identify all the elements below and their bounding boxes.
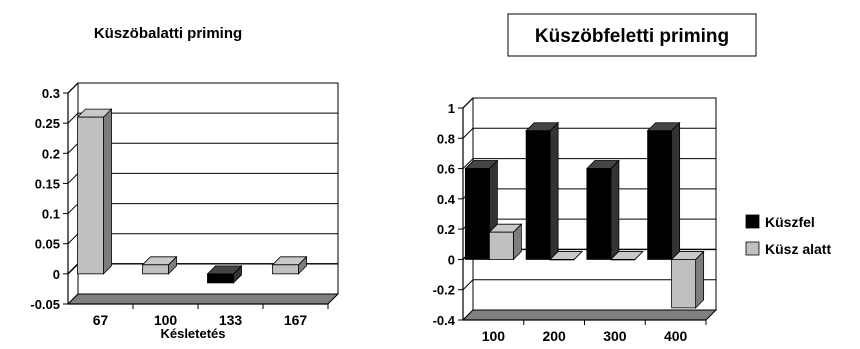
plot-floor xyxy=(461,309,718,321)
chart-left-title: Küszöbalatti priming xyxy=(94,25,242,42)
gridline xyxy=(67,112,338,124)
chart-left-plot: -0.05 0 0.05 0.1 0.15 0.2 0.25 0.3 67 100 133 167 xyxy=(30,82,340,328)
gridline xyxy=(462,279,716,291)
gridline xyxy=(462,158,716,169)
y-tick-label: 0.25 xyxy=(35,116,60,131)
y-tick-label: 0.1 xyxy=(42,207,60,222)
bar xyxy=(76,108,113,275)
x-tick-label: 200 xyxy=(542,328,566,344)
plot-floor xyxy=(66,293,340,305)
chart-right-title-box xyxy=(507,13,757,57)
bar xyxy=(646,121,681,261)
y-tick-label: 0.15 xyxy=(35,176,60,191)
y-tick-label: 0.05 xyxy=(35,237,60,252)
bar xyxy=(206,264,243,284)
y-axis xyxy=(462,97,474,320)
legend-label: Küsz alatt xyxy=(765,241,831,257)
y-tick-label: 0 xyxy=(448,252,455,267)
chart-right-title: Küszöbfeletti priming xyxy=(535,26,729,47)
y-tick-label: -0.4 xyxy=(433,313,456,328)
y-tick-label: -0.05 xyxy=(30,297,60,312)
bar xyxy=(585,159,620,261)
x-tick-label: 133 xyxy=(219,312,243,328)
bar xyxy=(141,255,178,275)
y-tick-label: 0.8 xyxy=(437,131,455,146)
y-tick-label: 0 xyxy=(53,267,60,282)
gridline xyxy=(462,127,716,139)
y-tick-label: 0.6 xyxy=(437,162,455,177)
bar xyxy=(271,255,308,275)
y-tick-label: 0.2 xyxy=(42,146,60,161)
bar xyxy=(549,251,584,261)
bar xyxy=(609,251,644,261)
bar xyxy=(525,121,560,261)
y-tick-label: 0.2 xyxy=(437,222,455,237)
legend-swatch xyxy=(745,241,760,256)
bar xyxy=(464,159,499,261)
x-tick-label: 67 xyxy=(93,312,109,328)
y-tick-label: 1 xyxy=(448,101,455,116)
legend-label: Küszfel xyxy=(765,214,815,230)
chart-right-legend: Küszfel Küsz alatt xyxy=(745,214,831,257)
y-tick-label: 0.3 xyxy=(42,86,60,101)
x-tick-label: 100 xyxy=(154,312,178,328)
x-tick-label: 300 xyxy=(603,328,627,344)
legend-swatch xyxy=(745,214,760,229)
y-tick-label: -0.2 xyxy=(433,283,455,298)
y-axis xyxy=(67,82,79,304)
chart-left-xlabel: Késletetés xyxy=(160,326,225,341)
x-tick-label: 400 xyxy=(664,328,688,344)
chart-right-plot: -0.4 -0.2 0 0.2 0.4 0.6 0.8 1 100 200 300 400 xyxy=(433,97,718,344)
chart-right: Küszöbfeletti priming -0.4 -0.2 0 0.2 0.4 0.6… xyxy=(433,13,831,344)
x-tick-label: 167 xyxy=(284,312,308,328)
bar xyxy=(488,223,523,261)
chart-left: Küszöbalatti priming -0.05 0 0.05 0.1 0.15 0.… xyxy=(30,25,340,341)
bar xyxy=(670,250,705,309)
y-tick-label: 0.4 xyxy=(437,192,456,207)
x-tick-label: 100 xyxy=(482,328,506,344)
